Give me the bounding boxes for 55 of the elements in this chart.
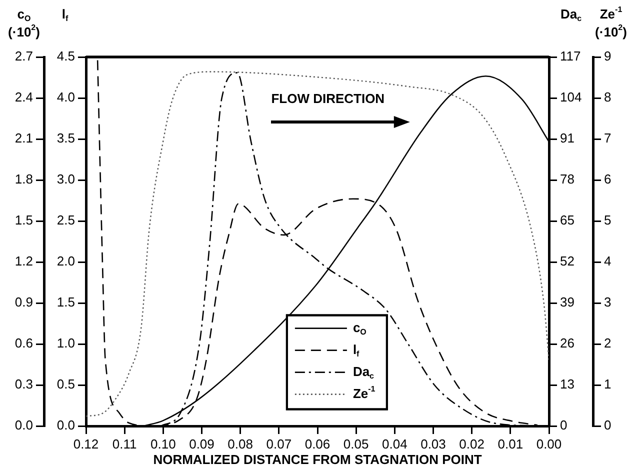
y2-tick-label: 6 xyxy=(604,172,612,187)
x-tick-label: 0.09 xyxy=(189,436,214,452)
y2-tick-label: 4.0 xyxy=(56,90,75,105)
x-axis-title: NORMALIZED DISTANCE FROM STAGNATION POINT xyxy=(153,452,482,467)
y2-tick-label: 1.0 xyxy=(56,336,75,351)
y2-tick-label: 5 xyxy=(604,212,612,228)
y-tick-label: 2.1 xyxy=(14,130,33,146)
x-tick-label: 0.04 xyxy=(382,436,408,452)
y2-tick-label: 2 xyxy=(604,336,612,351)
x-tick-label: 0.11 xyxy=(112,436,137,452)
y-tick-label: 104 xyxy=(560,90,582,105)
y2-tick-label: 0.5 xyxy=(56,376,75,392)
y-tick-label: 0.3 xyxy=(14,376,33,392)
x-tick-label: 0.05 xyxy=(343,436,369,452)
y-tick-label: 52 xyxy=(560,254,574,269)
y-tick-label: 0.6 xyxy=(14,336,33,351)
annotation: FLOW DIRECTION xyxy=(271,91,385,106)
y-tick-label: 0.9 xyxy=(14,294,33,310)
y2-tick-label: 4 xyxy=(604,254,612,269)
y2-tick-label: 1 xyxy=(604,376,612,392)
y-tick-label: 2.4 xyxy=(14,90,33,105)
y-tick-label: 2.7 xyxy=(14,48,33,64)
x-tick-label: 0.10 xyxy=(150,436,176,452)
y-tick-label: 78 xyxy=(560,172,574,187)
x-tick-label: 0.06 xyxy=(304,436,330,452)
y-tick-label: 0.0 xyxy=(14,418,33,433)
x-tick-label: 0.02 xyxy=(459,436,484,452)
x-tick-label: 0.01 xyxy=(498,436,524,452)
y-tick-label: 91 xyxy=(560,130,574,146)
x-tick-label: 0.03 xyxy=(420,436,446,452)
y-tick-label: 117 xyxy=(560,48,581,64)
y-tick-label: 1.5 xyxy=(14,212,33,228)
y2-tick-label: 7 xyxy=(604,130,612,146)
x-tick-label: 0.00 xyxy=(536,436,562,452)
y2-tick-label: 0.0 xyxy=(56,418,75,433)
y2-tick-label: 4.5 xyxy=(56,48,75,64)
y-tick-label: 1.8 xyxy=(14,172,33,187)
y2-tick-label: 8 xyxy=(604,90,612,105)
y2-tick-label: 2.0 xyxy=(56,254,75,269)
y2-tick-label: 0 xyxy=(604,418,612,433)
y2-tick-label: 3.5 xyxy=(56,130,75,146)
y2-tick-label: 3 xyxy=(604,294,612,310)
y2-tick-label: 1.5 xyxy=(56,294,75,310)
y2-tick-label: 3.0 xyxy=(56,172,75,187)
y2-tick-label: 2.5 xyxy=(56,212,75,228)
y-tick-label: 0 xyxy=(560,418,568,433)
x-tick-label: 0.08 xyxy=(228,436,253,452)
x-tick-label: 0.07 xyxy=(266,436,292,452)
y2-tick-label: 9 xyxy=(604,48,612,64)
x-tick-label: 0.12 xyxy=(73,436,99,452)
y-tick-label: 13 xyxy=(560,376,574,392)
y-tick-label: 65 xyxy=(560,212,574,228)
y-tick-label: 26 xyxy=(560,336,574,351)
y-tick-label: 1.2 xyxy=(14,254,33,269)
y-tick-label: 39 xyxy=(560,294,574,310)
